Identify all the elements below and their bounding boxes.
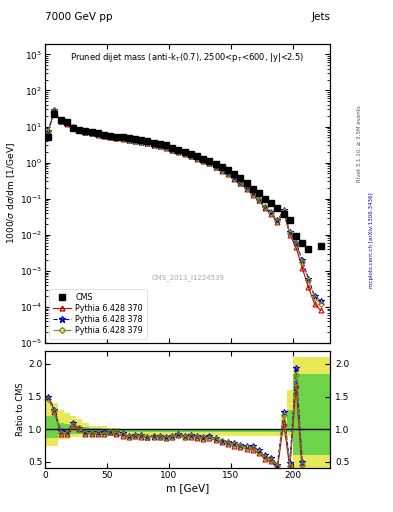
X-axis label: m [GeV]: m [GeV] xyxy=(166,483,209,493)
Text: Pruned dijet mass (anti-k$_\mathsf{T}$(0.7), 2500<p$_\mathsf{T}$<600, |y|<2.5): Pruned dijet mass (anti-k$_\mathsf{T}$(0… xyxy=(70,51,305,64)
Text: CMS_2013_I1224539: CMS_2013_I1224539 xyxy=(151,274,224,281)
Text: mcplots.cern.ch [arXiv:1306.3436]: mcplots.cern.ch [arXiv:1306.3436] xyxy=(369,193,374,288)
Text: Jets: Jets xyxy=(311,11,330,22)
Text: 7000 GeV pp: 7000 GeV pp xyxy=(45,11,113,22)
Y-axis label: Ratio to CMS: Ratio to CMS xyxy=(16,383,25,436)
Y-axis label: 1000/$\sigma$ d$\sigma$/dm [1/GeV]: 1000/$\sigma$ d$\sigma$/dm [1/GeV] xyxy=(6,142,17,244)
Text: Rivet 3.1.10, ≥ 3.5M events: Rivet 3.1.10, ≥ 3.5M events xyxy=(357,105,362,182)
Legend: CMS, Pythia 6.428 370, Pythia 6.428 378, Pythia 6.428 379: CMS, Pythia 6.428 370, Pythia 6.428 378,… xyxy=(49,289,147,339)
